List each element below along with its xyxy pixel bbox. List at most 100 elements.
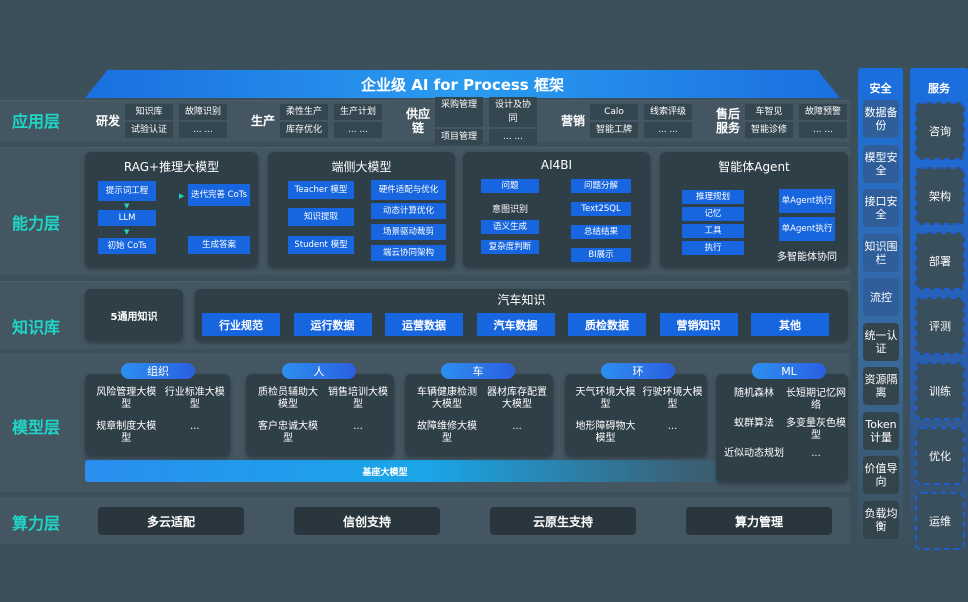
ai4bi-text: 意图识别 <box>491 205 528 215</box>
app-cells: 车智见 故障预警 智能诊修 ... ... <box>745 104 851 138</box>
app-group: 营销 Calo 线索评级 智能工牌 ... ... <box>560 104 696 138</box>
app-item[interactable]: 车智见 <box>745 104 793 120</box>
model-item: 行业标准大模型 <box>164 387 225 410</box>
agent-title: 智能体Agent <box>718 160 790 174</box>
model-item: 天气环境大模型 <box>575 387 636 410</box>
agent-box: 单Agent执行 <box>779 189 835 213</box>
model-item: ... <box>811 448 821 459</box>
rag-box: 生成答案 <box>188 236 250 254</box>
compute-item: 信创支持 <box>294 507 440 535</box>
service-item: 咨询 <box>915 102 965 160</box>
app-item[interactable]: ... ... <box>334 122 382 138</box>
app-group-name: 供应链 <box>405 107 430 135</box>
rag-box: 提示词工程 <box>98 181 156 201</box>
security-item: 知识围栏 <box>863 233 899 272</box>
app-cells: 柔性生产 生产计划 库存优化 ... ... <box>280 104 386 138</box>
model-item: 车辆健康检测大模型 <box>417 387 477 410</box>
security-item: 接口安全 <box>863 189 899 227</box>
model-item: 地形障碍物大模型 <box>575 421 636 444</box>
edge-box: 硬件适配与优化 <box>371 180 446 200</box>
knowledge-item[interactable]: 运营数据 <box>385 313 463 336</box>
security-item: 模型安全 <box>863 144 899 183</box>
app-item[interactable]: 采购管理 <box>435 97 483 127</box>
ai4bi-box: 问题分解 <box>571 179 631 193</box>
model-group-panel <box>246 374 394 456</box>
agent-box: 单Agent执行 <box>779 217 835 241</box>
ai4bi-box: Text2SQL <box>571 202 631 216</box>
app-item[interactable]: 库存优化 <box>280 122 328 138</box>
app-item[interactable]: 线索评级 <box>644 104 692 120</box>
app-item[interactable]: ... ... <box>179 122 227 138</box>
model-item: 多变量灰色模型 <box>786 418 846 441</box>
model-group-0: 组织 <box>121 363 195 379</box>
security-title: 安全 <box>869 82 892 95</box>
service-item: 架构 <box>915 167 965 225</box>
knowledge-item[interactable]: 行业规范 <box>202 313 280 336</box>
model-item: 质检员辅助大模型 <box>258 387 318 410</box>
model-item: ... <box>667 421 678 432</box>
knowledge-item[interactable]: 运行数据 <box>293 313 372 336</box>
model-item: 行驶环境大模型 <box>642 387 703 410</box>
layer-label-model: 模型层 <box>12 418 61 437</box>
rag-box: 初始 CoTs <box>98 238 156 254</box>
knowledge-item[interactable]: 其他 <box>751 313 829 336</box>
model-group-1: 人 <box>282 363 356 379</box>
agent-panel: 智能体Agent 推理规划 记忆 工具 执行 单Agent执行 单Agent执行… <box>660 152 848 267</box>
agent-box: 工具 <box>682 224 744 238</box>
ai4bi-title: AI4BI <box>540 158 573 172</box>
edge-box: 知识提取 <box>288 208 354 226</box>
model-item: ... <box>353 421 363 432</box>
ai4bi-box: 语义生成 <box>481 220 539 234</box>
model-group-panel <box>716 374 848 482</box>
edge-title: 端侧大模型 <box>331 160 392 174</box>
app-item[interactable]: 项目管理 <box>435 129 483 145</box>
app-item[interactable]: 生产计划 <box>334 104 382 120</box>
knowledge-item[interactable]: 汽车数据 <box>476 313 555 336</box>
edge-box: Teacher 模型 <box>288 181 354 199</box>
model-item: 长短期记忆网络 <box>786 388 846 411</box>
app-item[interactable]: 智能诊修 <box>745 122 793 138</box>
app-item[interactable]: ... ... <box>489 129 537 145</box>
agent-box: 记忆 <box>682 207 744 221</box>
ai4bi-box: 复杂度判断 <box>481 240 539 254</box>
model-item: 近似动态规划 <box>724 448 784 459</box>
app-item[interactable]: 智能工牌 <box>590 122 638 138</box>
model-group-panel <box>405 374 553 456</box>
rag-panel: RAG+推理大模型 提示词工程 ▼ LLM ▼ 初始 CoTs ▶ 迭代完善 C… <box>85 152 258 267</box>
model-group-2: 车 <box>441 363 515 379</box>
model-item: 客户忠诚大模型 <box>258 421 318 444</box>
app-item[interactable]: 故障预警 <box>799 104 847 120</box>
edge-box: Student 模型 <box>288 236 354 254</box>
app-item[interactable]: 柔性生产 <box>280 104 328 120</box>
model-group-panel <box>85 374 230 456</box>
service-item: 运维 <box>915 492 965 550</box>
app-item[interactable]: Calo <box>590 104 638 120</box>
compute-item: 算力管理 <box>686 507 832 535</box>
app-item[interactable]: 故障识别 <box>179 104 227 120</box>
app-item[interactable]: 试验认证 <box>125 122 173 138</box>
ai4bi-box: 问题 <box>481 179 539 193</box>
app-item[interactable]: ... ... <box>644 122 692 138</box>
knowledge-item[interactable]: 营销知识 <box>659 313 738 336</box>
app-item[interactable]: 知识库 <box>125 104 173 120</box>
base-model-bar: 基座大模型 <box>85 460 845 482</box>
model-item: 风险管理大模型 <box>96 387 157 410</box>
model-item: 销售培训大模型 <box>328 387 388 410</box>
security-item: 负载均衡 <box>863 500 899 539</box>
knowledge-item[interactable]: 质检数据 <box>568 313 646 336</box>
app-cells: 知识库 故障识别 试验认证 ... ... <box>125 104 231 138</box>
layer-label-compute: 算力层 <box>12 514 61 533</box>
model-item: ... <box>512 421 522 432</box>
app-item[interactable]: ... ... <box>799 122 847 138</box>
agent-caption: 多智能体协同 <box>777 252 837 263</box>
service-item: 优化 <box>915 427 965 485</box>
app-group: 供应链 采购管理 设计及协同 项目管理 ... ... <box>405 97 541 145</box>
page-title: 企业级 AI for Process 框架 <box>85 70 840 98</box>
arrow-right-icon: ▶ <box>179 192 185 200</box>
model-group-panel <box>565 374 707 456</box>
agent-box: 执行 <box>682 241 744 255</box>
model-item: ... <box>189 421 200 432</box>
app-item[interactable]: 设计及协同 <box>489 97 537 127</box>
security-item: 资源隔离 <box>863 367 899 405</box>
agent-box: 推理规划 <box>682 190 744 204</box>
